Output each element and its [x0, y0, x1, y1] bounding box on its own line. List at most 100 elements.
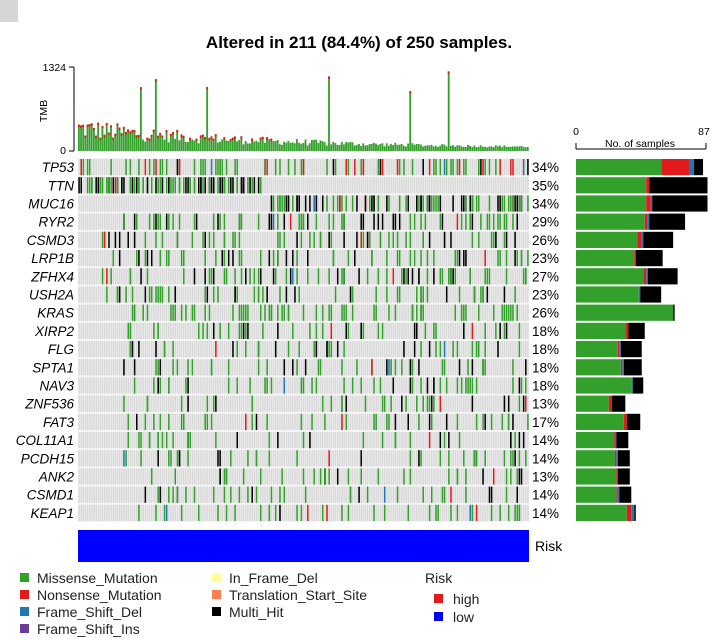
matrix-cell	[88, 413, 91, 430]
matrix-cell	[454, 450, 457, 467]
matrix-cell	[193, 195, 196, 212]
matrix-cell	[253, 341, 256, 358]
mutation-cell	[520, 250, 523, 267]
tmb-bar-cap	[182, 135, 185, 139]
matrix-cell	[422, 213, 424, 230]
matrix-cell	[351, 213, 354, 230]
matrix-cell	[383, 304, 386, 321]
matrix-cell	[200, 359, 202, 376]
matrix-cell	[217, 322, 219, 339]
mutation-cell	[219, 177, 221, 194]
tmb-bar	[417, 143, 420, 151]
matrix-cell	[101, 304, 104, 321]
matrix-cell	[223, 450, 226, 467]
matrix-cell	[86, 468, 89, 485]
mutation-cell	[249, 377, 251, 394]
matrix-cell	[330, 159, 333, 176]
matrix-cell	[484, 432, 486, 449]
mutation-cell	[227, 377, 230, 394]
mutation-cell	[292, 268, 294, 285]
matrix-cell	[227, 195, 230, 212]
matrix-cell	[520, 304, 523, 321]
tmb-bar	[445, 146, 448, 151]
matrix-cell	[103, 450, 106, 467]
matrix-cell	[482, 177, 484, 194]
matrix-cell	[328, 432, 330, 449]
matrix-cell	[189, 268, 191, 285]
matrix-cell	[304, 304, 307, 321]
mutation-cell	[178, 177, 181, 194]
matrix-cell	[148, 468, 151, 485]
mutation-cell	[413, 341, 416, 358]
matrix-cell	[345, 468, 348, 485]
mutation-cell	[495, 322, 497, 339]
matrix-cell	[375, 432, 377, 449]
matrix-cell	[298, 322, 300, 339]
matrix-cell	[383, 177, 386, 194]
mutation-cell	[144, 413, 147, 430]
tmb-bar	[229, 138, 232, 151]
mutation-cell	[482, 359, 484, 376]
matrix-cell	[133, 432, 136, 449]
matrix-cell	[247, 468, 249, 485]
matrix-cell	[264, 413, 266, 430]
matrix-cell	[334, 359, 337, 376]
matrix-cell	[478, 413, 480, 430]
matrix-cell	[159, 231, 162, 248]
matrix-cell	[298, 304, 300, 321]
matrix-cell	[439, 250, 442, 267]
tmb-bar	[452, 145, 454, 151]
matrix-cell	[311, 177, 313, 194]
matrix-cell	[238, 159, 241, 176]
matrix-cell	[106, 359, 108, 376]
matrix-cell	[161, 359, 164, 376]
matrix-cell	[230, 432, 232, 449]
mutation-cell	[347, 250, 350, 267]
matrix-cell	[309, 250, 311, 267]
tmb-bar	[88, 124, 91, 151]
mutation-cell	[279, 231, 281, 248]
matrix-cell	[373, 250, 375, 267]
matrix-cell	[285, 450, 288, 467]
matrix-cell	[97, 159, 100, 176]
matrix-cell	[300, 359, 303, 376]
matrix-cell	[168, 268, 170, 285]
matrix-cell	[112, 413, 115, 430]
mutation-cell	[403, 341, 405, 358]
matrix-cell	[262, 304, 264, 321]
matrix-cell	[298, 231, 300, 248]
matrix-cell	[345, 286, 348, 303]
matrix-cell	[118, 177, 121, 194]
matrix-cell	[264, 177, 266, 194]
matrix-cell	[452, 286, 454, 303]
matrix-cell	[82, 395, 85, 412]
matrix-cell	[183, 395, 185, 412]
matrix-cell	[191, 432, 194, 449]
matrix-cell	[240, 432, 243, 449]
tmb-bars	[78, 71, 529, 151]
matrix-cell	[264, 268, 266, 285]
matrix-cell	[170, 159, 172, 176]
matrix-cell	[339, 432, 341, 449]
matrix-cell	[364, 322, 367, 339]
matrix-cell	[163, 195, 166, 212]
matrix-cell	[433, 304, 435, 321]
mutation-cell	[163, 341, 166, 358]
matrix-cell	[520, 395, 523, 412]
matrix-cell	[428, 304, 431, 321]
mutation-cell	[480, 159, 482, 176]
matrix-cell	[255, 468, 258, 485]
matrix-cell	[159, 450, 162, 467]
matrix-cell	[392, 304, 395, 321]
matrix-cell	[287, 395, 290, 412]
matrix-cell	[527, 213, 529, 230]
matrix-cell	[121, 395, 123, 412]
matrix-cell	[225, 213, 228, 230]
matrix-cell	[313, 213, 315, 230]
matrix-cell	[185, 432, 187, 449]
matrix-cell	[420, 413, 422, 430]
matrix-cell	[274, 195, 277, 212]
matrix-cell	[482, 377, 484, 394]
tmb-bar-cap	[328, 76, 330, 79]
matrix-cell	[309, 286, 311, 303]
